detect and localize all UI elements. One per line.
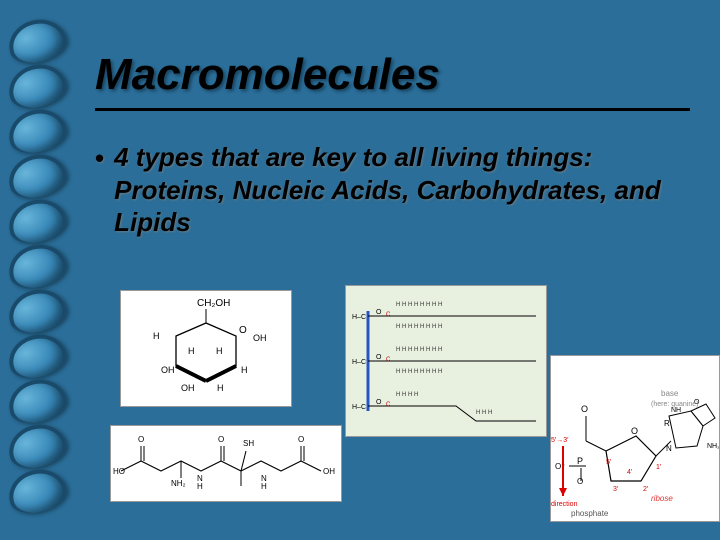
svg-text:P: P xyxy=(577,456,583,466)
svg-text:NH: NH xyxy=(671,407,681,414)
svg-text:4′: 4′ xyxy=(627,469,633,476)
svg-text:O: O xyxy=(138,435,144,444)
svg-text:H: H xyxy=(188,346,195,356)
svg-text:C: C xyxy=(386,312,391,318)
svg-text:O: O xyxy=(581,404,588,414)
svg-text:H: H xyxy=(153,331,160,341)
svg-text:base: base xyxy=(661,389,679,398)
svg-text:H: H xyxy=(261,482,267,491)
svg-text:NH₂: NH₂ xyxy=(171,479,186,488)
svg-text:C: C xyxy=(386,357,391,363)
svg-text:H: H xyxy=(197,482,203,491)
svg-text:CH₂OH: CH₂OH xyxy=(197,298,230,309)
lipid-structure-icon: H–C H–C H–C O O O H H H H H H H H H H H … xyxy=(346,286,546,436)
svg-text:O: O xyxy=(376,399,382,406)
spiral-loop xyxy=(8,425,58,465)
spiral-loop xyxy=(8,110,58,150)
svg-text:O: O xyxy=(298,435,304,444)
svg-text:H–C: H–C xyxy=(352,359,366,366)
bullet-text: 4 types that are key to all living thing… xyxy=(114,141,690,239)
spiral-loop xyxy=(8,245,58,285)
svg-text:N: N xyxy=(666,444,672,453)
carbohydrate-diagram: CH₂OH O H OH OH H OH H H H xyxy=(120,290,292,407)
svg-text:H H H H H H H H: H H H H H H H H xyxy=(396,302,442,308)
svg-text:H H H H H H H H: H H H H H H H H xyxy=(396,347,442,353)
svg-text:OH: OH xyxy=(323,467,335,476)
svg-text:H–C: H–C xyxy=(352,404,366,411)
protein-diagram: HO O NH₂ N H O SH N H O OH xyxy=(110,425,342,502)
content-area: Macromolecules • 4 types that are key to… xyxy=(95,50,690,239)
spiral-loop xyxy=(8,155,58,195)
svg-text:O: O xyxy=(577,477,583,486)
svg-text:3′: 3′ xyxy=(613,486,619,493)
svg-text:H H H H H H H H: H H H H H H H H xyxy=(396,324,442,330)
svg-text:H H H: H H H xyxy=(476,410,492,416)
svg-text:OH: OH xyxy=(181,383,195,393)
diagram-area: CH₂OH O H OH OH H OH H H H xyxy=(110,290,710,530)
spiral-loop xyxy=(8,470,58,510)
nucleic-acid-diagram: O NH₂ O NH O P O⁻ O xyxy=(550,355,720,522)
svg-text:R: R xyxy=(664,419,670,428)
svg-text:O: O xyxy=(239,325,247,336)
svg-text:NH₂: NH₂ xyxy=(707,443,719,450)
svg-text:OH: OH xyxy=(253,333,267,343)
svg-text:2′: 2′ xyxy=(643,486,649,493)
svg-text:5′: 5′ xyxy=(606,459,612,466)
svg-text:direction: direction xyxy=(551,501,578,508)
svg-text:H: H xyxy=(216,346,223,356)
bullet-item: • 4 types that are key to all living thi… xyxy=(95,141,690,239)
svg-text:ribose: ribose xyxy=(651,494,673,503)
svg-text:HO: HO xyxy=(113,467,125,476)
spiral-loop xyxy=(8,335,58,375)
svg-text:O: O xyxy=(376,309,382,316)
slide-title: Macromolecules xyxy=(95,50,690,111)
svg-text:H–C: H–C xyxy=(352,314,366,321)
peptide-structure-icon: HO O NH₂ N H O SH N H O OH xyxy=(111,426,341,501)
spiral-loop xyxy=(8,380,58,420)
svg-text:OH: OH xyxy=(161,365,175,375)
slide: Macromolecules • 4 types that are key to… xyxy=(0,0,720,540)
svg-text:O: O xyxy=(631,426,638,436)
svg-text:H: H xyxy=(217,383,224,393)
svg-text:H: H xyxy=(241,365,248,375)
svg-text:(here: guanine): (here: guanine) xyxy=(651,401,698,408)
glucose-structure-icon: CH₂OH O H OH OH H OH H H H xyxy=(121,291,291,406)
spiral-loop xyxy=(8,290,58,330)
svg-text:C: C xyxy=(386,402,391,408)
nucleotide-structure-icon: O NH₂ O NH O P O⁻ O xyxy=(551,356,719,521)
spiral-loop xyxy=(8,65,58,105)
lipid-diagram: H–C H–C H–C O O O H H H H H H H H H H H … xyxy=(345,285,547,437)
svg-text:H H H H: H H H H xyxy=(396,392,418,398)
bullet-marker: • xyxy=(95,143,104,174)
spiral-binding xyxy=(8,20,68,520)
spiral-loop xyxy=(8,200,58,240)
svg-text:phosphate: phosphate xyxy=(571,509,609,518)
svg-text:5′→3′: 5′→3′ xyxy=(551,437,569,444)
svg-text:O: O xyxy=(218,435,224,444)
svg-text:SH: SH xyxy=(243,439,254,448)
svg-text:1′: 1′ xyxy=(656,464,662,471)
svg-text:O: O xyxy=(376,354,382,361)
svg-text:H H H H H H H H: H H H H H H H H xyxy=(396,369,442,375)
spiral-loop xyxy=(8,20,58,60)
